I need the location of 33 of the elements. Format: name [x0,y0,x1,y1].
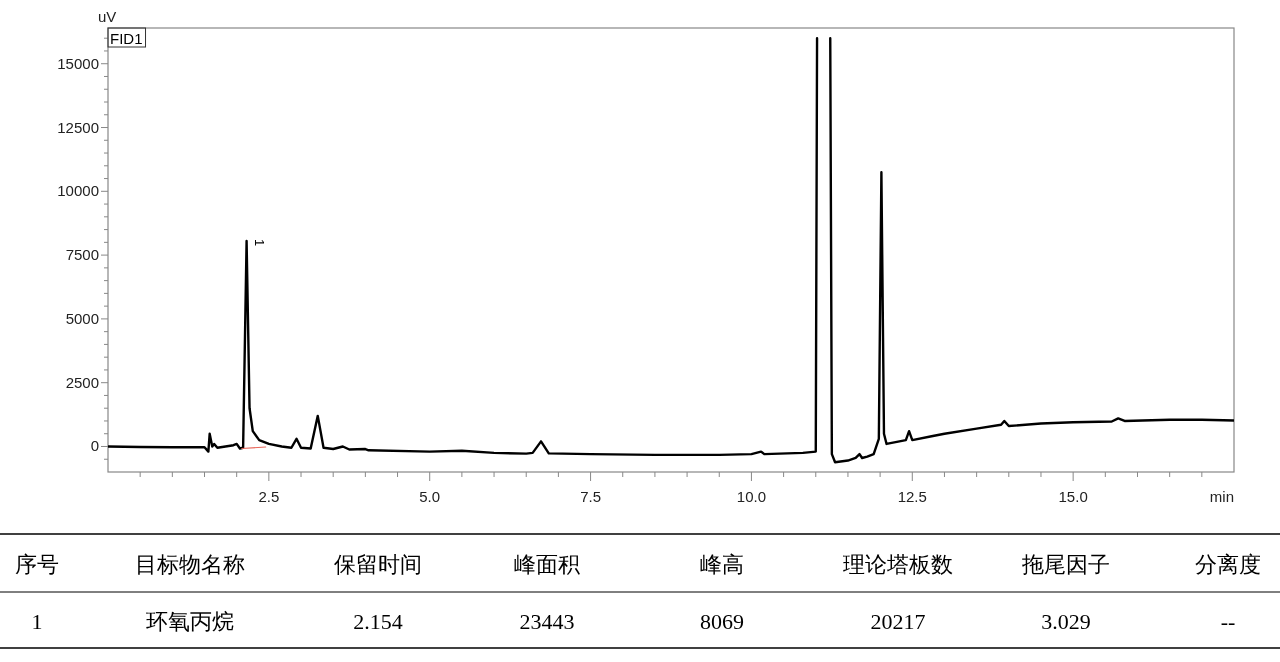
y-tick-label: 10000 [57,182,99,200]
text: -- [1220,609,1236,634]
y-tick-label: 0 [90,437,99,455]
x-tick-label: 15.0 [1058,488,1088,505]
text: 保留时间 [334,552,422,577]
x-tick-label: 2.5 [258,488,280,505]
x-tick-label: 7.5 [580,488,601,505]
text: 2.154 [353,609,403,634]
text: 20217 [870,609,926,634]
text: 理论塔板数 [843,552,953,577]
x-tick-label: 5.0 [419,488,441,505]
text: 序号 [15,552,59,577]
text: 拖尾因子 [1021,552,1110,577]
text: 23443 [519,609,575,634]
chart-title: FID1 [110,30,143,47]
text: 分离度 [1195,552,1261,577]
y-tick-label: 5000 [65,309,99,327]
text: 8069 [700,609,744,634]
y-tick-label: 2500 [65,373,99,391]
text: 3.029 [1041,609,1091,634]
text: 峰面积 [514,552,580,577]
y-tick-label: 12500 [57,118,99,136]
text: 环氧丙烷 [146,609,234,634]
y-tick-label: 15000 [57,54,99,72]
annotation: 1 [251,239,267,247]
text: 目标物名称 [135,552,245,577]
y-tick-label: 7500 [65,246,99,264]
text: 峰高 [700,552,744,577]
x-tick-label: 10.0 [736,488,767,505]
y-axis-title: uV [98,8,117,25]
x-axis-title: min [1209,488,1234,505]
x-tick-label: 12.5 [897,488,927,505]
text: 1 [31,609,43,634]
